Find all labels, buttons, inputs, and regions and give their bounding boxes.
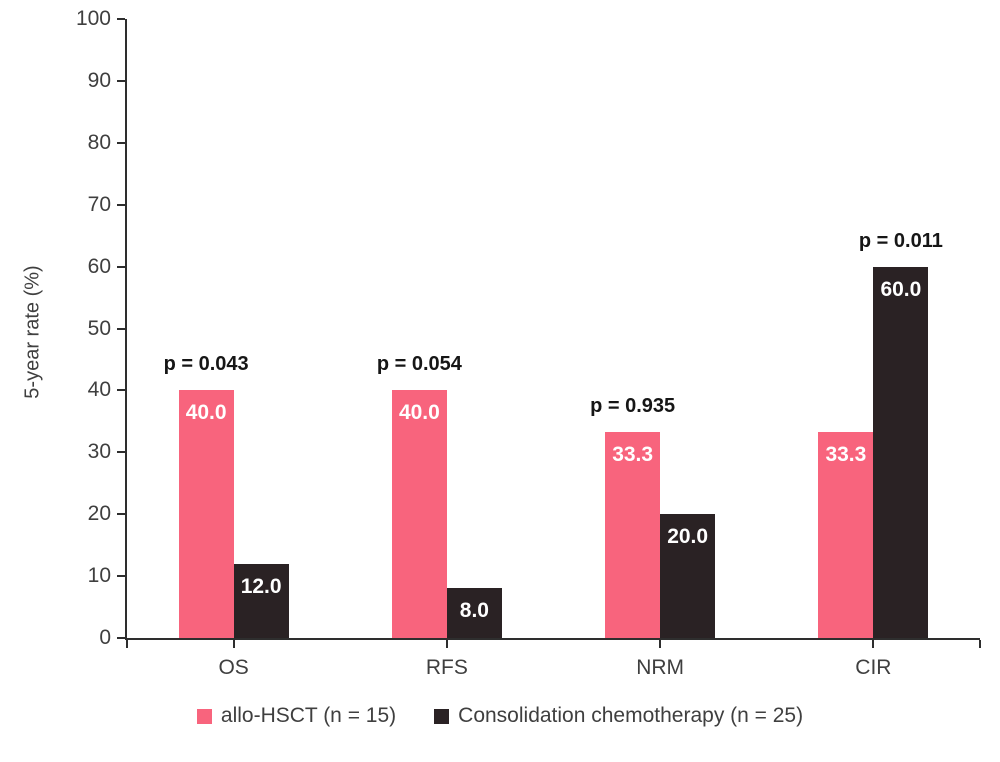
- plot-area: 0 10 20 30 40 50 60 70 80 90 100 OS 40.0 12.0 p = 0.04…: [76, 7, 981, 679]
- y-tick-mark: [117, 203, 125, 206]
- x-tick-mark: [659, 640, 662, 648]
- y-tick-mark: [117, 389, 125, 392]
- bar-value-label: 60.0: [880, 277, 922, 301]
- y-tick-mark: [117, 513, 125, 516]
- category-label: OS: [218, 656, 249, 679]
- y-tick-label: 60: [87, 254, 111, 278]
- bar-allo-hsct: 33.3: [605, 431, 661, 638]
- category-label: NRM: [636, 656, 685, 679]
- y-tick-label: 100: [75, 7, 111, 30]
- category-label: CIR: [855, 656, 892, 679]
- y-tick-mark: [117, 451, 125, 454]
- p-value-label: p = 0.935: [590, 394, 676, 417]
- bar-consolidation-chemotherapy: 8.0: [446, 588, 502, 638]
- bar-allo-hsct: 33.3: [818, 431, 874, 638]
- y-tick-mark: [117, 79, 125, 82]
- legend-label-consolidation-chemotherapy: Consolidation chemotherapy (n = 25): [458, 704, 804, 727]
- y-tick-label: 20: [87, 502, 111, 526]
- y-tick-mark: [117, 265, 125, 268]
- category-label: RFS: [425, 656, 468, 679]
- legend-item-consolidation-chemotherapy: Consolidation chemotherapy (n = 25): [434, 704, 803, 728]
- y-tick-label: 80: [87, 130, 111, 154]
- legend-swatch-consolidation-chemotherapy: [434, 708, 450, 724]
- bar-value-label: 20.0: [667, 525, 709, 549]
- bar-value-label: 8.0: [459, 599, 489, 623]
- bar-value-label: 12.0: [240, 574, 282, 598]
- y-tick-label: 40: [87, 378, 111, 402]
- bar-consolidation-chemotherapy: 60.0: [873, 266, 929, 638]
- x-tick-mark: [872, 640, 875, 648]
- y-tick-label: 0: [99, 626, 111, 649]
- y-tick-label: 50: [87, 316, 111, 340]
- p-value-label: p = 0.011: [858, 229, 943, 252]
- y-tick-label: 30: [87, 440, 111, 464]
- bar-value-label: 40.0: [185, 401, 227, 425]
- legend-label-allo-hsct: allo-HSCT (n = 15): [220, 704, 397, 727]
- legend-swatch-allo-hsct: [196, 708, 212, 724]
- y-tick-mark: [117, 575, 125, 578]
- bar-allo-hsct: 40.0: [391, 390, 447, 638]
- legend: allo-HSCT (n = 15) Consolidation chemoth…: [0, 704, 1000, 728]
- x-tick-mark: [445, 640, 448, 648]
- p-value-label: p = 0.043: [163, 353, 249, 376]
- bar-consolidation-chemotherapy: 20.0: [660, 514, 716, 638]
- legend-item-allo-hsct: allo-HSCT (n = 15): [196, 704, 397, 728]
- bar-value-label: 33.3: [825, 442, 867, 466]
- y-tick-mark: [117, 18, 125, 20]
- x-axis-end-tick-mark: [126, 640, 128, 648]
- bar-allo-hsct: 40.0: [178, 390, 234, 638]
- p-value-label: p = 0.054: [376, 353, 462, 376]
- bar-value-label: 40.0: [398, 401, 440, 425]
- y-tick-label: 10: [87, 564, 111, 588]
- x-axis-end-tick-mark: [979, 640, 981, 648]
- x-tick-mark: [232, 640, 235, 648]
- y-tick-label: 70: [87, 192, 111, 216]
- y-tick-mark: [117, 141, 125, 144]
- bar-value-label: 33.3: [612, 442, 654, 466]
- y-tick-label: 90: [87, 68, 111, 92]
- y-tick-mark: [117, 327, 125, 330]
- y-tick-mark: [117, 637, 125, 639]
- bar-consolidation-chemotherapy: 12.0: [233, 563, 289, 638]
